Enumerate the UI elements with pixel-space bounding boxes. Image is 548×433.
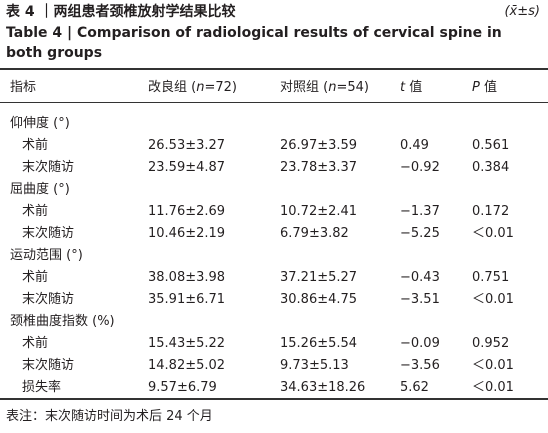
header-part: 改良组 (	[148, 80, 197, 95]
cell: 0.561	[472, 138, 510, 153]
row-label: 术前	[22, 270, 49, 285]
header-part: n	[328, 80, 337, 95]
stat-note: (x̄±s)	[504, 4, 540, 19]
footnote: 表注：末次随访时间为术后 24 个月	[6, 409, 213, 424]
cell: 30.86±4.75	[280, 292, 358, 307]
cell: ＜0.01	[472, 292, 514, 307]
group-label: 屈曲度 (°)	[10, 182, 70, 197]
column-header: 对照组 (n=54)	[280, 78, 369, 98]
cell: 38.08±3.98	[148, 270, 226, 285]
cell: 0.384	[472, 160, 510, 175]
cell: 6.79±3.82	[280, 226, 349, 241]
column-header: 改良组 (n=72)	[148, 78, 237, 98]
row-label: 术前	[22, 204, 49, 219]
row-label: 末次随访	[22, 226, 75, 241]
column-header: 指标	[10, 78, 36, 98]
cell: 23.59±4.87	[148, 160, 226, 175]
header-part: 值	[405, 80, 423, 95]
bottom-rule	[0, 398, 548, 400]
cell: −0.43	[400, 270, 440, 285]
row-label: 术前	[22, 336, 49, 351]
cell: −5.25	[400, 226, 440, 241]
cell: 0.751	[472, 270, 510, 285]
cell: 23.78±3.37	[280, 160, 358, 175]
cell: 9.73±5.13	[280, 358, 349, 373]
cell: 37.21±5.27	[280, 270, 358, 285]
group-label: 颈椎曲度指数 (%)	[10, 314, 115, 329]
cell: ＜0.01	[472, 358, 514, 373]
title-en: Table 4 | Comparison of radiological res…	[6, 25, 502, 61]
cell: 15.43±5.22	[148, 336, 226, 351]
cell: 0.172	[472, 204, 510, 219]
cell: −1.37	[400, 204, 440, 219]
header-part: 值	[479, 80, 497, 95]
row-label: 末次随访	[22, 358, 75, 373]
header-part: 对照组 (	[280, 80, 329, 95]
cell: ＜0.01	[472, 380, 514, 395]
top-rule	[0, 68, 548, 70]
cell: −3.56	[400, 358, 440, 373]
cell: 11.76±2.69	[148, 204, 226, 219]
cell: 34.63±18.26	[280, 380, 366, 395]
row-label: 损失率	[22, 380, 62, 395]
column-header: P 值	[472, 78, 497, 98]
cell: 5.62	[400, 380, 429, 395]
header-part: t	[400, 80, 406, 95]
header-part: P	[472, 80, 480, 95]
cell: 0.952	[472, 336, 510, 351]
group-label: 仰伸度 (°)	[10, 116, 70, 131]
cell: 9.57±6.79	[148, 380, 217, 395]
row-label: 术前	[22, 138, 49, 153]
cell: 26.53±3.27	[148, 138, 226, 153]
header-rule	[0, 102, 548, 103]
header-part: =72)	[204, 80, 237, 95]
row-label: 末次随访	[22, 160, 75, 175]
cell: 10.46±2.19	[148, 226, 226, 241]
cell: ＜0.01	[472, 226, 514, 241]
cell: −0.09	[400, 336, 440, 351]
title: 表 4 ｜两组患者颈椎放射学结果比较	[6, 4, 236, 20]
cell: −0.92	[400, 160, 440, 175]
column-header: t 值	[400, 78, 422, 98]
header-part: n	[196, 80, 205, 95]
cell: 10.72±2.41	[280, 204, 358, 219]
cell: 15.26±5.54	[280, 336, 358, 351]
cell: 35.91±6.71	[148, 292, 226, 307]
cell: 0.49	[400, 138, 429, 153]
cell: 14.82±5.02	[148, 358, 226, 373]
cell: 26.97±3.59	[280, 138, 358, 153]
cell: −3.51	[400, 292, 440, 307]
header-part: =54)	[336, 80, 369, 95]
header-part: 指标	[10, 80, 37, 95]
group-label: 运动范围 (°)	[10, 248, 83, 263]
row-label: 末次随访	[22, 292, 75, 307]
